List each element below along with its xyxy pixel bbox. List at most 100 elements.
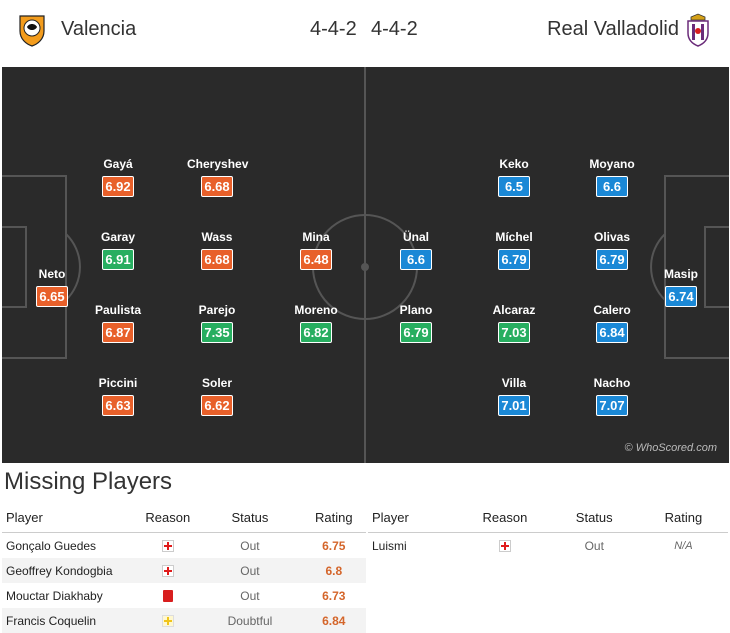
player-name[interactable]: Plano	[399, 303, 433, 317]
player-name[interactable]: Garay	[100, 230, 136, 244]
home-team-name[interactable]: Valencia	[61, 18, 137, 40]
player-marker[interactable]: Neto 6.65	[22, 267, 82, 307]
table-row[interactable]: Gonçalo Guedes Out 6.75	[2, 533, 366, 559]
player-marker[interactable]: Masip 6.74	[651, 267, 711, 307]
player-rating: 6.48	[300, 249, 332, 270]
missing-player-name[interactable]: Francis Coquelin	[2, 608, 138, 633]
reason-column-header[interactable]: Reason	[460, 502, 550, 533]
player-name[interactable]: Moreno	[294, 303, 338, 317]
reason-cell	[137, 533, 198, 559]
player-marker[interactable]: Ünal 6.6	[386, 230, 446, 270]
pitch: Neto 6.65 Gayá 6.92 Garay 6.91 Paulista 6.87 Pic…	[2, 67, 729, 463]
reason-cell	[137, 558, 199, 583]
player-marker[interactable]: Paulista 6.87	[88, 303, 148, 343]
player-marker[interactable]: Villa 7.01	[484, 376, 544, 416]
player-name[interactable]: Cheryshev	[187, 157, 249, 171]
player-marker[interactable]: Keko 6.5	[484, 157, 544, 197]
status-cell: Out	[198, 558, 302, 583]
injury-icon[interactable]	[161, 540, 174, 553]
rating-column-header[interactable]: Rating	[301, 502, 366, 533]
player-marker[interactable]: Mina 6.48	[286, 230, 346, 270]
table-row[interactable]: Mouctar Diakhaby Out 6.73	[2, 583, 366, 608]
player-marker[interactable]: Nacho 7.07	[582, 376, 642, 416]
player-marker[interactable]: Calero 6.84	[582, 303, 642, 343]
reason-column-header[interactable]: Reason	[137, 502, 199, 533]
player-name[interactable]: Mina	[302, 230, 330, 244]
player-rating: 6.79	[596, 249, 628, 270]
table-row[interactable]: Geoffrey Kondogbia Out 6.8	[2, 558, 366, 583]
player-name[interactable]: Míchel	[495, 230, 533, 244]
player-name[interactable]: Nacho	[593, 376, 631, 390]
table-header-row: Player Reason Status Rating	[2, 502, 366, 533]
red-card-icon[interactable]	[162, 590, 173, 603]
player-name[interactable]: Calero	[593, 303, 631, 317]
player-rating: 6.65	[36, 286, 68, 307]
player-marker[interactable]: Olivas 6.79	[582, 230, 642, 270]
match-header: Valencia 4-4-2 4-4-2 Real Valladolid	[0, 0, 730, 62]
injury-icon[interactable]	[498, 540, 511, 553]
real-valladolid-crest-icon[interactable]	[683, 13, 713, 47]
player-rating: 7.01	[498, 395, 530, 416]
player-name[interactable]: Olivas	[593, 230, 631, 244]
rating-cell: N/A	[674, 539, 693, 552]
home-formation: 4-4-2	[310, 18, 357, 40]
injury-icon[interactable]	[161, 565, 174, 578]
player-column-header[interactable]: Player	[368, 502, 461, 533]
status-column-header[interactable]: Status	[198, 502, 302, 533]
rating-cell: 6.84	[301, 608, 366, 633]
player-marker[interactable]: Míchel 6.79	[484, 230, 544, 270]
rating-cell: 6.75	[322, 538, 346, 553]
player-rating: 7.07	[596, 395, 628, 416]
whoscored-copyright: © WhoScored.com	[624, 442, 717, 454]
rating-cell: 6.8	[301, 558, 366, 583]
missing-player-name[interactable]: Geoffrey Kondogbia	[2, 558, 138, 583]
player-name[interactable]: Ünal	[402, 230, 429, 244]
player-name[interactable]: Gayá	[103, 157, 133, 171]
player-rating: 6.79	[400, 322, 432, 343]
player-marker[interactable]: Soler 6.62	[187, 376, 247, 416]
missing-player-name[interactable]: Gonçalo Guedes	[6, 538, 97, 553]
player-name[interactable]: Neto	[38, 267, 66, 281]
player-rating: 6.68	[201, 176, 233, 197]
home-missing-players-table: Player Reason Status Rating Gonçalo Gued…	[2, 502, 366, 633]
player-rating: 6.87	[102, 322, 134, 343]
player-name[interactable]: Paulista	[94, 303, 142, 317]
player-rating: 6.92	[102, 176, 134, 197]
player-name[interactable]: Moyano	[589, 157, 635, 171]
missing-players-title: Missing Players	[4, 468, 173, 495]
player-name[interactable]: Parejo	[198, 303, 236, 317]
player-name[interactable]: Wass	[201, 230, 233, 244]
rating-column-header[interactable]: Rating	[638, 502, 728, 533]
table-row[interactable]: Francis Coquelin Doubtful 6.84	[2, 608, 366, 633]
player-marker[interactable]: Alcaraz 7.03	[484, 303, 544, 343]
player-rating: 6.84	[596, 322, 628, 343]
status-cell: Out	[584, 538, 604, 553]
player-marker[interactable]: Cheryshev 6.68	[187, 157, 249, 197]
table-row[interactable]: Luismi Out N/A	[368, 533, 728, 559]
player-column-header[interactable]: Player	[2, 502, 138, 533]
player-marker[interactable]: Gayá 6.92	[88, 157, 148, 197]
player-marker[interactable]: Parejo 7.35	[187, 303, 247, 343]
player-marker[interactable]: Wass 6.68	[187, 230, 247, 270]
player-marker[interactable]: Moreno 6.82	[286, 303, 346, 343]
player-marker[interactable]: Plano 6.79	[386, 303, 446, 343]
doubtful-icon[interactable]	[161, 615, 174, 628]
player-name[interactable]: Alcaraz	[492, 303, 536, 317]
player-name[interactable]: Masip	[663, 267, 698, 281]
missing-player-name[interactable]: Mouctar Diakhaby	[6, 588, 103, 603]
player-marker[interactable]: Moyano 6.6	[582, 157, 642, 197]
player-name[interactable]: Soler	[201, 376, 232, 390]
table-header-row: Player Reason Status Rating	[368, 502, 728, 533]
player-marker[interactable]: Piccini 6.63	[88, 376, 148, 416]
away-team-name[interactable]: Real Valladolid	[547, 18, 679, 40]
player-name[interactable]: Keko	[499, 157, 529, 171]
reason-cell	[137, 583, 198, 608]
valencia-crest-icon[interactable]	[17, 13, 47, 47]
player-marker[interactable]: Garay 6.91	[88, 230, 148, 270]
player-rating: 7.03	[498, 322, 530, 343]
player-name[interactable]: Villa	[501, 376, 527, 390]
player-name[interactable]: Piccini	[98, 376, 138, 390]
status-column-header[interactable]: Status	[549, 502, 639, 533]
missing-player-name[interactable]: Luismi	[372, 538, 407, 553]
away-formation: 4-4-2	[371, 18, 418, 40]
